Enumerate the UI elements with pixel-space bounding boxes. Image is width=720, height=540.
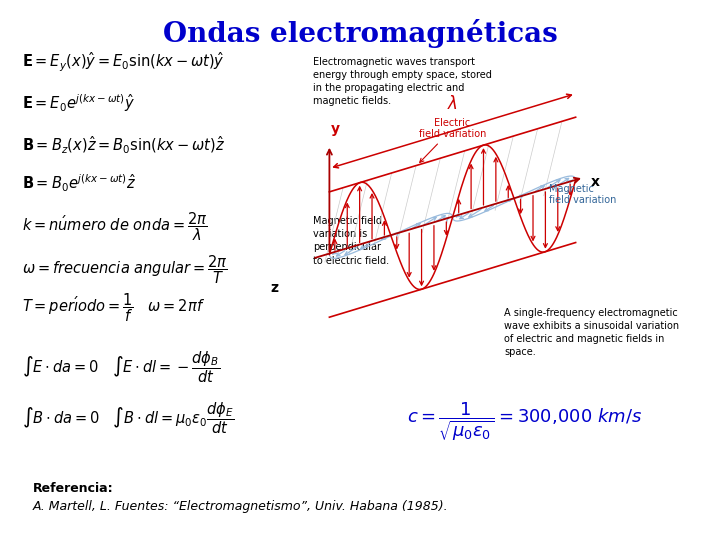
Text: $\int E \cdot da = 0 \quad \int E \cdot dl = -\dfrac{d\phi_B}{dt}$: $\int E \cdot da = 0 \quad \int E \cdot … — [22, 349, 220, 385]
Text: $c = \dfrac{1}{\sqrt{\mu_0\varepsilon_0}} = 300{,}000\ km/s$: $c = \dfrac{1}{\sqrt{\mu_0\varepsilon_0}… — [407, 400, 642, 443]
Text: $\mathbf{B} = B_0 e^{j(kx-\omega t)}\hat{z}$: $\mathbf{B} = B_0 e^{j(kx-\omega t)}\hat… — [22, 173, 136, 194]
Text: Referencia:: Referencia: — [32, 482, 113, 495]
Text: z: z — [270, 281, 278, 295]
Text: A single-frequency electromagnetic
wave exhibits a sinusoidal variation
of elect: A single-frequency electromagnetic wave … — [504, 308, 679, 357]
Text: Ondas electromagnéticas: Ondas electromagnéticas — [163, 19, 557, 48]
Text: Magnetic field
variation is
perpendicular
to electric field.: Magnetic field variation is perpendicula… — [313, 216, 390, 266]
Text: $T = per\acute{\imath}odo = \dfrac{1}{f} \quad \omega = 2\pi f$: $T = per\acute{\imath}odo = \dfrac{1}{f}… — [22, 292, 204, 324]
Text: $\mathbf{B} = B_z(x)\hat{z} = B_0\sin(kx-\omega t)\hat{z}$: $\mathbf{B} = B_z(x)\hat{z} = B_0\sin(kx… — [22, 135, 225, 157]
Text: Electric
field variation: Electric field variation — [419, 118, 486, 163]
Text: $\omega = frecuencia\ angular = \dfrac{2\pi}{T}$: $\omega = frecuencia\ angular = \dfrac{2… — [22, 254, 228, 286]
Text: $\int B \cdot da = 0 \quad \int B \cdot dl = \mu_0\varepsilon_0\dfrac{d\phi_E}{d: $\int B \cdot da = 0 \quad \int B \cdot … — [22, 401, 234, 436]
Text: x: x — [590, 175, 600, 189]
Text: Magnetic
field variation: Magnetic field variation — [549, 184, 616, 205]
Text: $\mathbf{E} = E_0 e^{j(kx-\omega t)}\hat{y}$: $\mathbf{E} = E_0 e^{j(kx-\omega t)}\hat… — [22, 92, 135, 113]
Text: Electromagnetic waves transport
energy through empty space, stored
in the propag: Electromagnetic waves transport energy t… — [313, 57, 492, 106]
Text: $k = n\acute{u}mero\ de\ onda = \dfrac{2\pi}{\lambda}$: $k = n\acute{u}mero\ de\ onda = \dfrac{2… — [22, 211, 207, 243]
Text: A. Martell, L. Fuentes: “Electromagnetismo”, Univ. Habana (1985).: A. Martell, L. Fuentes: “Electromagnetis… — [32, 500, 448, 513]
Text: $\lambda$: $\lambda$ — [447, 94, 458, 113]
Text: $\mathbf{E} = E_y(x)\hat{y} = E_0\sin(kx-\omega t)\hat{y}$: $\mathbf{E} = E_y(x)\hat{y} = E_0\sin(kx… — [22, 50, 225, 74]
Text: y: y — [331, 122, 340, 136]
